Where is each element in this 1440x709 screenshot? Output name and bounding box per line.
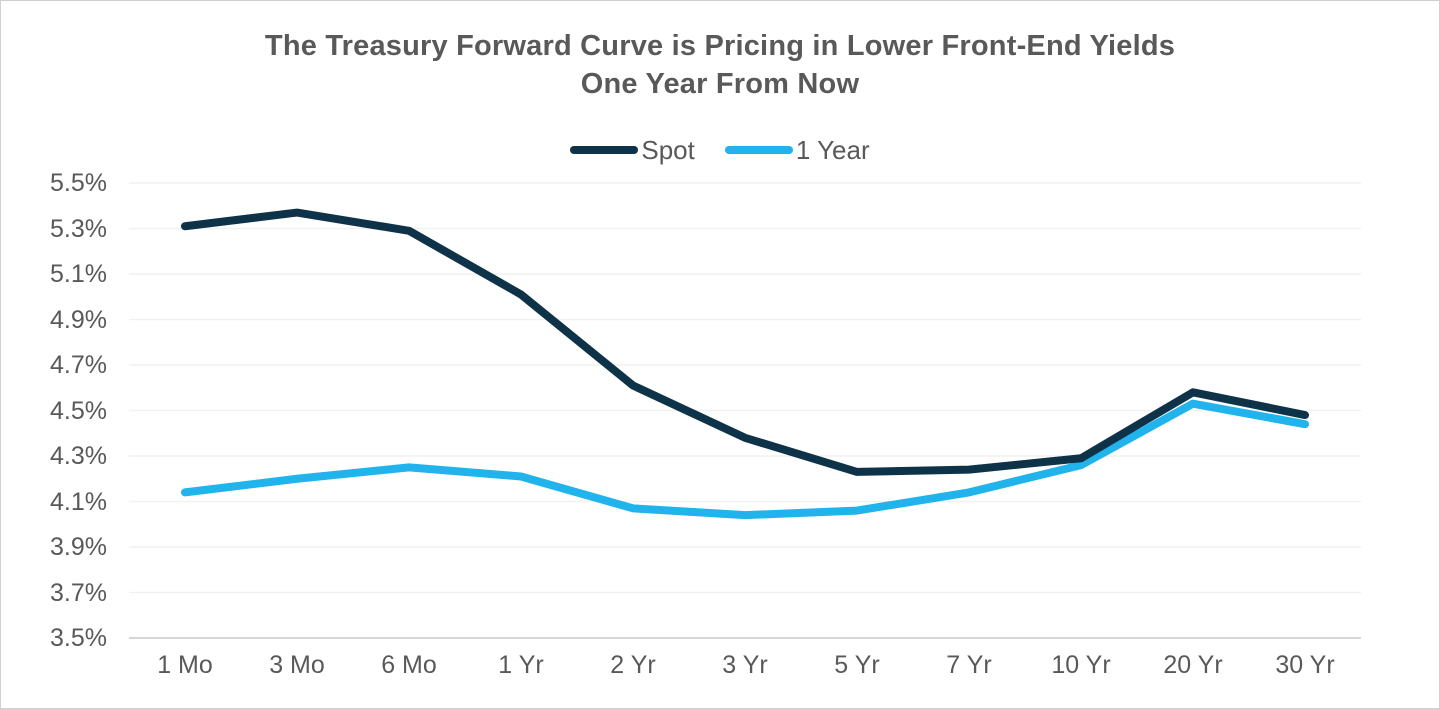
y-tick-label: 5.3%	[50, 214, 107, 243]
x-tick-label: 20 Yr	[1163, 651, 1223, 679]
x-tick-label: 1 Yr	[498, 651, 544, 679]
x-tick-label: 3 Mo	[269, 651, 325, 679]
y-tick-label: 5.5%	[50, 169, 107, 197]
legend-swatch-1-year	[724, 146, 793, 154]
y-tick-label: 4.5%	[50, 396, 107, 425]
y-tick-label: 3.7%	[50, 578, 107, 607]
legend-label-1-year: 1 Year	[795, 135, 870, 165]
y-tick-label: 4.9%	[50, 305, 107, 334]
x-tick-label: 3 Yr	[722, 651, 768, 679]
x-tick-label: 30 Yr	[1275, 651, 1335, 679]
series-line-spot	[181, 208, 1309, 476]
x-tick-label: 6 Mo	[381, 651, 437, 679]
x-tick-label: 10 Yr	[1051, 651, 1111, 679]
legend-item-spot: Spot	[570, 135, 695, 165]
x-tick-label: 5 Yr	[834, 651, 880, 679]
legend-item-1-year: 1 Year	[724, 135, 870, 165]
series-line-1-year	[181, 399, 1309, 520]
legend-label-spot: Spot	[641, 135, 695, 165]
chart-title-line-1: The Treasury Forward Curve is Pricing in…	[264, 30, 1176, 62]
y-tick-label: 3.5%	[50, 624, 107, 652]
x-tick-label: 1 Mo	[157, 651, 213, 679]
y-tick-label: 4.7%	[50, 351, 107, 379]
y-tick-label: 4.1%	[50, 487, 107, 516]
y-tick-label: 5.1%	[50, 260, 107, 288]
x-tick-label: 7 Yr	[946, 651, 992, 679]
y-tick-label: 4.3%	[50, 442, 107, 470]
chart-title: The Treasury Forward Curve is Pricing in…	[1, 27, 1439, 103]
y-tick-label: 3.9%	[50, 533, 107, 561]
legend: Spot 1 Year	[1, 135, 1439, 165]
legend-swatch-spot	[570, 146, 639, 154]
chart-title-line-2: One Year From Now	[580, 68, 860, 100]
x-tick-label: 2 Yr	[610, 651, 656, 679]
